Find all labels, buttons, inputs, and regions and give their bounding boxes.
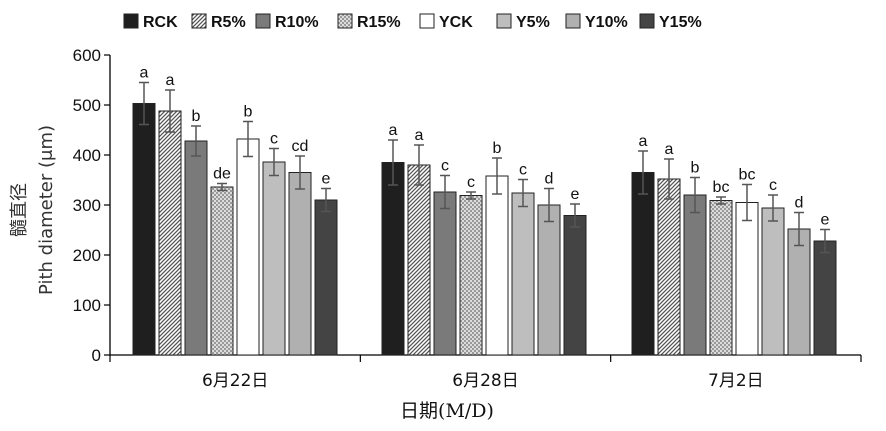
bar [262,161,286,356]
significance-letter: a [140,65,149,82]
legend-swatch [639,13,655,29]
legend-swatch [565,13,581,29]
significance-letter: b [691,160,700,177]
legend-label: Y15% [659,14,702,31]
legend-swatch [496,13,512,29]
x-axis-title: 日期(M/D) [400,400,494,422]
significance-letter: d [545,171,554,188]
y-tick-label: 100 [73,296,101,315]
bar [236,138,260,356]
bar [761,207,785,356]
legend-label: R5% [211,14,246,31]
significance-letter: e [322,171,331,188]
bar [288,172,312,356]
legend-label: YCK [439,14,473,31]
legend-label: Y10% [585,14,628,31]
bar [683,194,707,356]
bar [407,164,431,356]
significance-letter: c [769,177,777,194]
significance-letter: bc [713,179,730,196]
y-tick-label: 200 [73,246,101,265]
x-tick-label: 6月28日 [452,371,518,391]
y-axis: 0 100 200 300 400 500 600 [73,46,111,365]
significance-letter: cd [292,138,309,155]
bar [813,240,837,356]
significance-letter: b [244,104,253,121]
bar [631,172,655,356]
y-tick-label: 0 [92,346,101,365]
legend: RCK R5% R10% R15% YCK Y5% Y10% Y15% [123,13,702,31]
bar [210,186,234,356]
significance-letter: b [192,108,201,125]
bar [381,162,405,356]
significance-letter: c [519,162,527,179]
legend-label: Y5% [516,14,550,31]
bar [511,192,535,356]
bar [537,204,561,356]
significance-letter: c [467,174,475,191]
bar [433,191,457,356]
significance-letter: c [270,131,278,148]
x-tick-label: 7月2日 [708,371,764,391]
y-axis-title: 髓直径 Pith diameter (μm) [9,125,57,295]
y-axis-title-chinese: 髓直径 [9,183,30,237]
bar [563,215,587,356]
bar [787,228,811,356]
significance-letter: de [213,166,231,183]
x-axis: 6月22日 6月28日 7月2日 [109,354,862,391]
significance-letter: a [166,72,175,89]
legend-swatch [419,13,435,29]
bar [459,195,483,356]
bar [132,103,156,356]
x-tick-label: 6月22日 [202,371,268,391]
bar [184,140,208,356]
bar [485,175,509,356]
significance-letter: a [389,122,398,139]
significance-letter: bc [739,167,756,184]
significance-letter: a [665,141,674,158]
y-tick-label: 300 [73,196,101,215]
legend-swatch [255,13,271,29]
bar [657,178,681,356]
y-tick-label: 400 [73,146,101,165]
legend-swatch [337,13,353,29]
legend-label: RCK [143,14,178,31]
bar [158,110,182,356]
y-tick-label: 600 [73,46,101,65]
y-axis-title-english: Pith diameter (μm) [36,125,57,295]
legend-label: R15% [357,14,401,31]
significance-letter: a [639,133,648,150]
significance-letter: c [441,158,449,175]
significance-letter: e [571,186,580,203]
bar [735,202,759,356]
y-tick-label: 500 [73,96,101,115]
legend-label: R10% [275,14,319,31]
significance-letter: a [415,127,424,144]
legend-swatch [123,13,139,29]
bar [314,199,338,356]
bar [709,200,733,356]
significance-letter: d [795,195,804,212]
significance-letter: b [493,140,502,157]
legend-swatch [191,13,207,29]
significance-letter: e [821,212,830,229]
